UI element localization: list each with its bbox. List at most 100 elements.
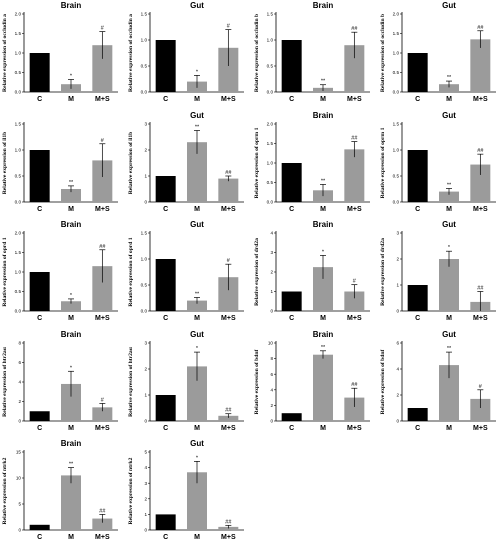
chart-svg: Gut Relative expression of occludin b 0.0 0… [380,1,496,103]
bar [407,285,428,311]
significance-label: ## [225,519,232,525]
bar [29,272,50,311]
x-tick-label: C [415,425,420,432]
x-tick-label: M+S [95,534,110,541]
bar [439,365,459,421]
chart-svg: Gut Relative expression of ntrk2 0 1 2 3 4 5 C * M… [128,439,244,541]
y-tick-label: 1.0 [267,38,274,43]
bar [187,472,207,530]
x-tick-label: M [194,206,200,213]
y-tick-label: 1.0 [393,51,400,56]
y-tick-label: 8 [18,341,21,346]
y-tick-label: 3 [144,122,147,127]
significance-label: ** [69,180,74,186]
y-tick-label: 0.0 [15,90,22,95]
chart-title: Gut [442,1,456,10]
y-tick-label: 4 [270,231,273,236]
chart-title: Brain [313,220,334,229]
y-axis-label: Relative expression of oprd 1 [128,237,134,306]
chart-title: Brain [61,220,82,229]
y-tick-label: 0.5 [141,283,148,288]
significance-label: ** [321,345,326,351]
chart-panel: Gut Relative expression of il1b 0 1 2 3 C ** M ##… [126,110,250,218]
y-tick-label: 1.0 [15,51,22,56]
y-tick-label: 0.0 [267,200,274,205]
x-tick-label: C [163,206,168,213]
x-tick-label: M [68,534,74,541]
y-axis-label: Relative expression of oprm 1 [380,127,386,198]
y-tick-label: 1 [144,512,147,517]
y-tick-label: 1.5 [393,31,400,36]
x-tick-label: M+S [347,425,362,432]
x-tick-label: M+S [221,206,236,213]
chart-title: Brain [61,330,82,339]
chart-title: Gut [190,1,204,10]
significance-label: # [353,279,357,285]
chart-svg: Gut Relative expression of htr2aα 0 1 2 3 C * M #… [128,330,244,432]
x-tick-label: C [289,96,294,103]
bar [281,163,302,202]
significance-label: ## [99,244,106,250]
chart-panel: Brain Relative expression of bdnf 0 2 4 6 8 10 C… [252,329,376,437]
significance-label: ## [351,136,358,142]
y-tick-label: 0.5 [267,64,274,69]
y-tick-label: 4 [18,380,21,385]
y-axis-label: Relative expression of occludin b [380,14,386,92]
chart-panel: Gut Relative expression of oprd 1 0.0 0.5 1.… [126,219,250,327]
bar [155,40,176,92]
bar [92,266,113,311]
chart-title: Brain [61,439,82,448]
bar [155,514,176,530]
significance-label: ** [447,75,452,81]
chart-svg: Brain Relative expression of htr2aα 0 2 4 6 8 C… [2,330,118,432]
chart-title: Gut [190,220,204,229]
y-tick-label: 2 [270,403,273,408]
x-tick-label: C [415,315,420,322]
y-tick-label: 1.5 [15,31,22,36]
bar [470,39,491,92]
bar [313,354,333,421]
y-tick-label: 3 [270,250,273,255]
y-tick-label: 3 [144,481,147,486]
x-tick-label: M+S [473,315,488,322]
significance-label: ** [195,125,200,131]
chart-svg: Brain Relative expression of occludin a 0.… [2,1,118,103]
bar [92,407,113,421]
x-tick-label: M [68,206,74,213]
bar [407,53,428,92]
bar [61,383,81,421]
y-tick-label: 1 [270,289,273,294]
chart-title: Brain [313,330,334,339]
chart-svg: Brain Relative expression of oprm 1 0.0 0.5… [254,111,370,213]
x-tick-label: M [194,534,200,541]
significance-label: # [479,384,483,390]
y-tick-label: 0.0 [267,90,274,95]
x-tick-label: M [68,425,74,432]
bar [29,150,50,202]
y-tick-label: 6 [18,360,21,365]
bar [281,291,302,311]
bar [470,398,491,421]
y-tick-label: 0 [144,200,147,205]
significance-label: ## [477,25,484,31]
y-tick-label: 0.0 [141,90,148,95]
bar [218,415,239,421]
chart-panel: Brain Relative expression of htr2aα 0 2 4 6 8 C… [0,329,124,437]
y-tick-label: 1.0 [15,148,22,153]
chart-panel: Brain Relative expression of occludin a 0.… [0,0,124,108]
bar [470,164,491,202]
bar [407,150,428,202]
chart-panel: Relative expression of il1b 0.0 0.5 1.0 1.5 C… [0,110,124,218]
bar [29,53,50,92]
y-tick-label: 0.0 [393,90,400,95]
bar [155,176,176,202]
x-tick-label: M+S [473,425,488,432]
y-tick-label: 0 [270,419,273,424]
bar [439,191,459,202]
y-tick-label: 2.0 [15,12,22,17]
y-axis-label: Relative expression of occludin a [2,14,8,92]
y-tick-label: 0.5 [15,289,22,294]
chart-svg: Relative expression of il1b 0.0 0.5 1.0 1.5 C… [2,122,118,213]
x-tick-label: M+S [95,206,110,213]
chart-svg: Gut Relative expression of bdnf 0 2 4 6 C ** M # M… [380,330,496,432]
